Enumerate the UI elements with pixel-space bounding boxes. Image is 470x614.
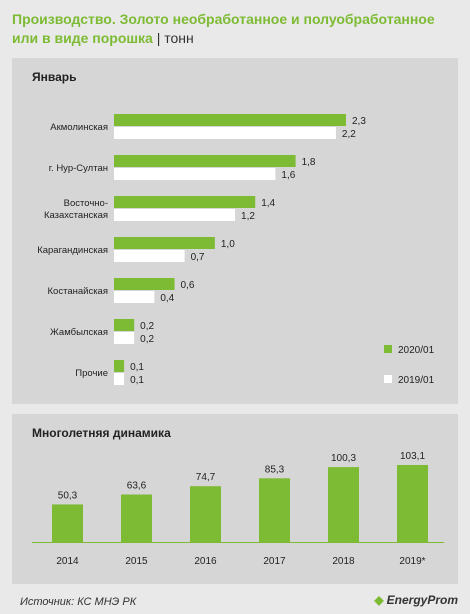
year-bar bbox=[328, 467, 359, 542]
bar-2019-01 bbox=[114, 250, 185, 262]
year-label: 2014 bbox=[56, 556, 79, 567]
bar-2019-01 bbox=[114, 332, 135, 344]
chart-unit: | тонн bbox=[156, 30, 194, 46]
bar-2020-01 bbox=[114, 155, 296, 167]
bar-2020-01 bbox=[114, 278, 175, 290]
legend-label: 2020/01 bbox=[398, 345, 435, 356]
data-label: 1,0 bbox=[221, 239, 235, 250]
data-label: 2,3 bbox=[352, 116, 366, 127]
bar-2020-01 bbox=[114, 114, 346, 126]
year-bar bbox=[121, 494, 152, 542]
year-bar bbox=[52, 504, 83, 542]
data-label: 0,2 bbox=[140, 334, 154, 345]
category-label: г. Нур-Султан bbox=[49, 163, 108, 174]
category-label: Акмолинская bbox=[50, 122, 108, 133]
category-label: Восточно- bbox=[64, 198, 108, 209]
legend-label: 2019/01 bbox=[398, 375, 435, 386]
category-label: Карагандинская bbox=[37, 245, 108, 256]
category-label: Жамбылская bbox=[50, 327, 108, 338]
logo-mark-icon: ◆ bbox=[374, 593, 384, 607]
data-label: 2,2 bbox=[342, 129, 356, 140]
year-label: 2016 bbox=[194, 556, 217, 567]
legend-swatch bbox=[384, 375, 392, 383]
data-label: 0,2 bbox=[140, 321, 154, 332]
data-label: 63,6 bbox=[127, 481, 147, 492]
bar-2020-01 bbox=[114, 196, 256, 208]
bar-2019-01 bbox=[114, 127, 336, 139]
chart-title: Производство. Золото необработанное и по… bbox=[12, 10, 452, 48]
brand-logo: ◆ EnergyProm bbox=[374, 593, 458, 607]
data-label: 103,1 bbox=[400, 451, 425, 462]
data-label: 1,2 bbox=[241, 211, 255, 222]
category-label: Костанайская bbox=[48, 286, 108, 297]
january-panel: Январь Акмолинская 2,3 2,2 г. Нур-Султан 1,8… bbox=[12, 58, 458, 404]
legend-swatch bbox=[384, 345, 392, 353]
bar-2019-01 bbox=[114, 373, 125, 385]
source-note: Источник: КС МНЭ РК bbox=[20, 596, 137, 608]
year-label: 2017 bbox=[263, 556, 286, 567]
logo-text: EnergyProm bbox=[386, 593, 458, 607]
data-label: 0,4 bbox=[160, 293, 174, 304]
year-bar bbox=[397, 465, 428, 542]
january-bar-chart: Акмолинская 2,3 2,2 г. Нур-Султан 1,8 1,6 Вост… bbox=[37, 114, 435, 386]
year-bar bbox=[190, 486, 221, 542]
year-label: 2015 bbox=[125, 556, 148, 567]
data-label: 74,7 bbox=[196, 472, 216, 483]
data-label: 100,3 bbox=[331, 453, 356, 464]
data-label: 50,3 bbox=[58, 490, 78, 501]
data-label: 1,4 bbox=[261, 198, 275, 209]
year-bar bbox=[259, 478, 290, 542]
data-label: 0,7 bbox=[191, 252, 205, 263]
dynamics-bar-chart: 50,3 2014 63,6 2015 74,7 2016 85,3 2017 100,3 201… bbox=[32, 451, 444, 567]
data-label: 0,1 bbox=[130, 375, 144, 386]
data-label: 85,3 bbox=[265, 464, 285, 475]
data-label: 1,6 bbox=[281, 170, 295, 181]
january-title: Январь bbox=[32, 70, 77, 84]
year-label: 2019* bbox=[399, 556, 425, 567]
bar-2019-01 bbox=[114, 209, 236, 221]
category-label: Прочие bbox=[75, 368, 108, 379]
bar-2020-01 bbox=[114, 360, 125, 372]
year-label: 2018 bbox=[332, 556, 355, 567]
data-label: 0,6 bbox=[181, 280, 195, 291]
bar-2019-01 bbox=[114, 291, 155, 303]
chart-title-text: Производство. Золото необработанное и по… bbox=[12, 11, 435, 46]
data-label: 0,1 bbox=[130, 362, 144, 373]
bar-2020-01 bbox=[114, 319, 135, 331]
dynamics-panel: Многолетняя динамика 50,3 2014 63,6 2015 74,… bbox=[12, 414, 458, 584]
bar-2020-01 bbox=[114, 237, 215, 249]
dynamics-title: Многолетняя динамика bbox=[32, 426, 171, 440]
bar-2019-01 bbox=[114, 168, 276, 180]
data-label: 1,8 bbox=[302, 157, 316, 168]
category-label: Казахстанская bbox=[44, 210, 108, 221]
